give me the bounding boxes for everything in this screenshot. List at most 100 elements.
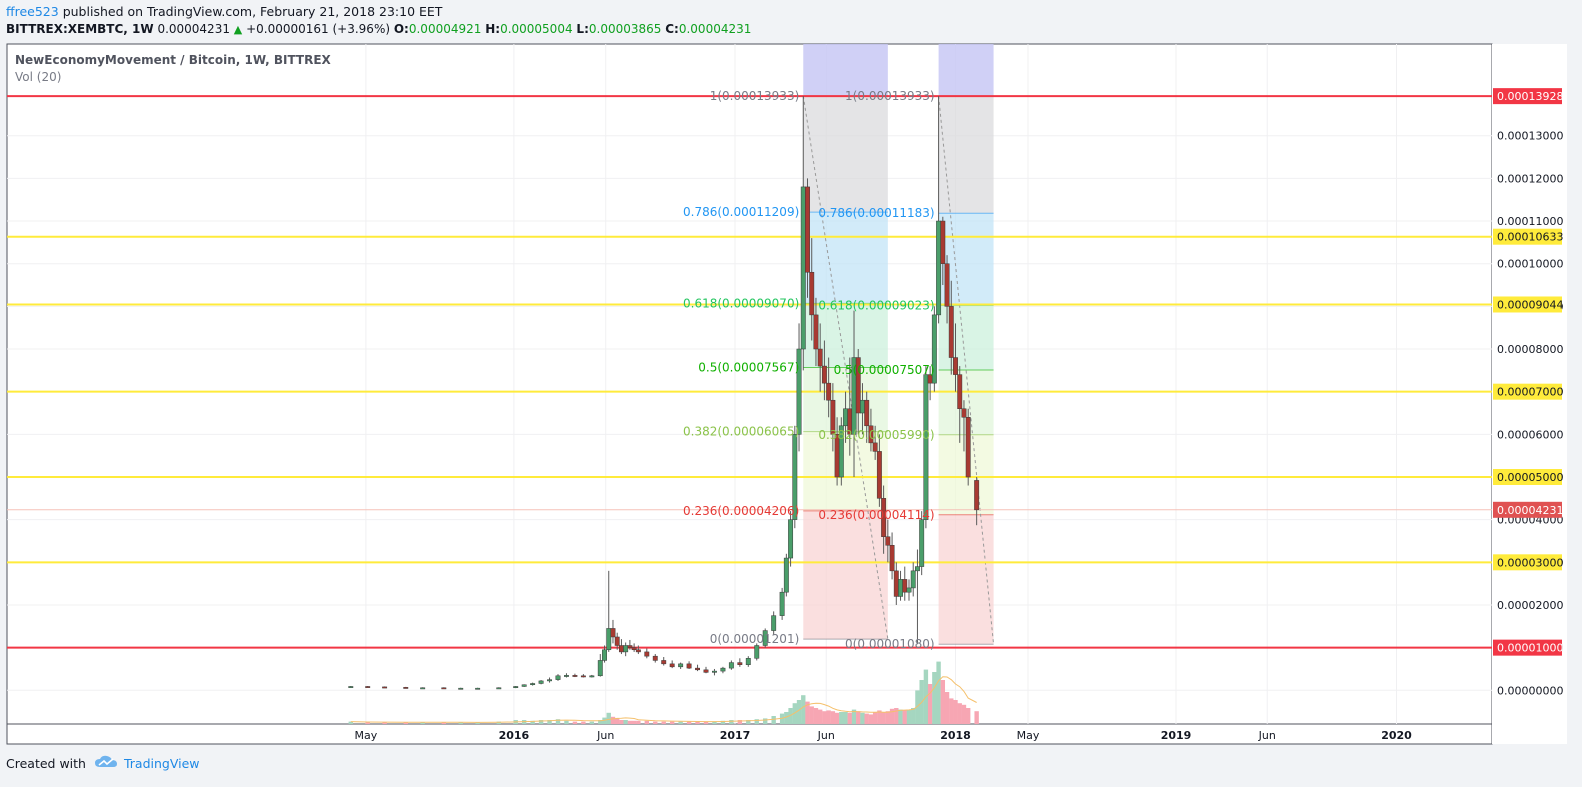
candle <box>458 687 464 690</box>
volume-bar <box>847 712 852 724</box>
candle <box>564 673 569 678</box>
tradingview-cloud-icon <box>94 755 118 773</box>
price-line-badge <box>1493 554 1562 571</box>
volume-bar <box>771 716 776 724</box>
fib-band <box>938 514 994 645</box>
price-line-badge <box>1493 228 1562 245</box>
candle-body <box>348 686 354 688</box>
candle-body <box>889 545 895 572</box>
candle-body <box>813 314 819 350</box>
candle <box>830 383 836 452</box>
volume-bar <box>915 690 920 724</box>
tradingview-link[interactable]: TradingView <box>123 756 200 771</box>
candle-body <box>589 675 595 678</box>
candle <box>881 485 887 554</box>
y-tick-label: 0.00011000 <box>1497 215 1563 228</box>
candle <box>940 216 946 286</box>
candle <box>745 656 751 667</box>
candle-body <box>906 587 912 593</box>
fib-level-label: 0.5(0.00007567) <box>698 360 799 374</box>
candle <box>779 587 785 620</box>
x-tick-label: 2017 <box>720 729 751 742</box>
candle <box>580 674 586 678</box>
candle <box>821 340 827 401</box>
volume-bar <box>834 712 840 724</box>
candle <box>953 323 958 392</box>
price-line-badge-label: 0.00013928 <box>1497 90 1563 103</box>
author-link[interactable]: ffree523 <box>6 4 59 19</box>
candle-body <box>644 651 650 657</box>
volume-bar <box>729 720 734 724</box>
candle-body <box>572 675 578 677</box>
candle <box>961 400 967 452</box>
volume-bar <box>949 698 954 724</box>
close-value: 0.00004231 <box>678 22 752 36</box>
candle-body <box>618 645 624 653</box>
candle <box>923 366 929 529</box>
publication-header: ffree523 published on TradingView.com, F… <box>6 3 442 20</box>
candle-body <box>788 519 794 559</box>
fib-band <box>803 95 888 213</box>
volume-bar <box>458 722 463 724</box>
candle <box>885 519 891 563</box>
price-line-badge <box>1493 383 1562 400</box>
volume-bar <box>547 720 552 724</box>
candle-body <box>712 670 717 673</box>
fib-level-label: 1(0.00013933) <box>845 89 935 103</box>
volume-bar <box>809 706 814 724</box>
candle <box>652 654 658 663</box>
volume-bar <box>856 711 861 724</box>
candle <box>606 570 612 652</box>
volume-bar <box>822 711 827 724</box>
volume-bar <box>936 661 941 724</box>
candle <box>496 687 502 690</box>
candle-body <box>944 263 950 307</box>
volume-bar <box>906 709 912 724</box>
volume-bar <box>403 722 408 724</box>
candle <box>792 425 798 529</box>
volume-bar <box>961 704 967 724</box>
fib-trend-line <box>938 95 995 645</box>
x-tick-label: May <box>355 729 378 742</box>
footer: Created with TradingView <box>6 755 200 773</box>
candle <box>589 674 595 678</box>
high-label: H: <box>485 22 501 36</box>
last-price-badge <box>1493 501 1562 518</box>
candle <box>521 684 527 687</box>
volume-bar <box>805 701 810 724</box>
volume-bar <box>868 714 874 724</box>
price-line-badge <box>1493 468 1562 485</box>
fib-level-label: 0.382(0.00005990) <box>818 428 934 442</box>
candle <box>809 238 815 341</box>
candle <box>813 297 819 367</box>
candle-body <box>547 679 552 682</box>
candle <box>403 686 409 689</box>
candle <box>889 532 895 580</box>
volume-bar <box>720 720 726 724</box>
volume-bar <box>572 721 578 724</box>
candle-body <box>779 591 785 616</box>
close-label: C: <box>665 22 679 36</box>
volume-bar <box>589 721 595 724</box>
volume-bar <box>382 722 387 724</box>
candle <box>348 686 354 688</box>
candle-body <box>860 399 865 414</box>
horizontal-lines <box>7 95 1492 649</box>
candle-body <box>737 662 743 665</box>
volume-bar <box>365 722 370 724</box>
volume-bar <box>957 703 962 724</box>
volume-bar <box>877 710 882 724</box>
candle-body <box>805 186 810 273</box>
volume-bar <box>965 708 971 724</box>
candle-body <box>923 374 929 520</box>
volume-bar <box>953 700 958 724</box>
volume-bar <box>796 700 802 724</box>
candle <box>876 434 882 507</box>
fib-header-band <box>938 44 994 96</box>
candle <box>678 662 684 669</box>
candle-body <box>868 425 874 444</box>
volume-bar <box>610 716 616 724</box>
volume-bar <box>788 708 793 724</box>
volume-bar <box>441 722 447 724</box>
